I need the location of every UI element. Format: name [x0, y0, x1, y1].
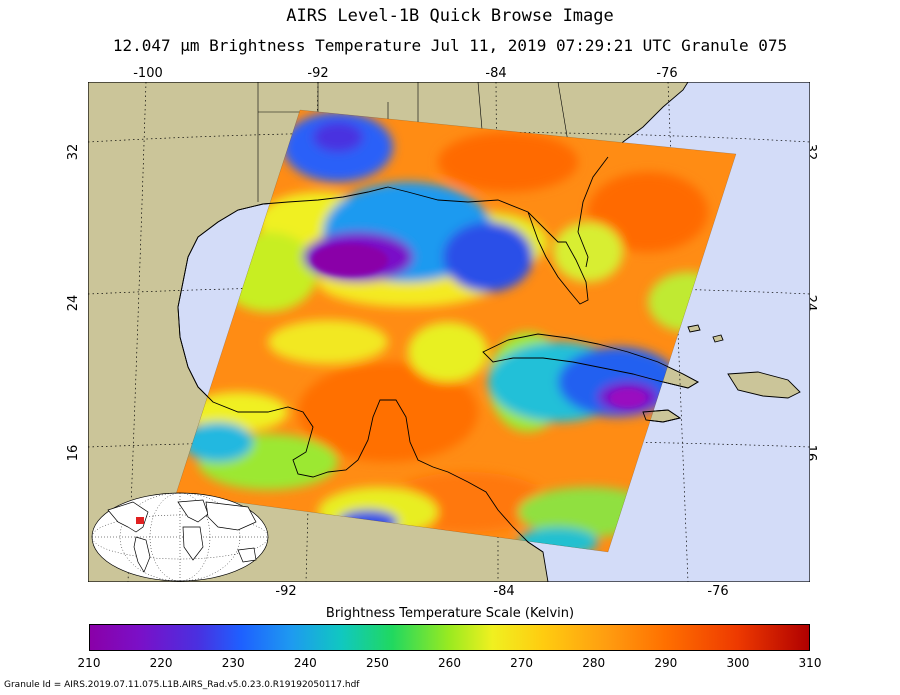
lon-tick-top: -92	[307, 66, 329, 81]
lon-tick-top: -100	[133, 66, 163, 81]
colorbar-label: 310	[798, 656, 822, 670]
colorbar-label: 240	[293, 656, 317, 670]
brightness-temperature-map	[88, 82, 810, 582]
colorbar-label: 270	[510, 656, 534, 670]
coastlines	[177, 156, 699, 553]
locator-globe	[91, 492, 269, 582]
lon-tick-bottom: -92	[275, 584, 297, 599]
colorbar-label: 300	[726, 656, 750, 670]
lon-tick-top: -76	[656, 66, 678, 81]
lon-tick-bottom: -76	[707, 584, 729, 599]
colorbar-label: 290	[654, 656, 678, 670]
lon-tick-bottom: -84	[493, 584, 515, 599]
map-title: AIRS Level-1B Quick Browse Image	[286, 6, 614, 26]
lat-tick-left: 32	[66, 143, 81, 161]
colorbar-title: Brightness Temperature Scale (Kelvin)	[325, 606, 575, 621]
colorbar-label: 280	[582, 656, 606, 670]
granule-id: Granule Id = AIRS.2019.07.11.075.L1B.AIR…	[4, 680, 360, 690]
swath-location-marker	[136, 517, 144, 524]
lat-tick-left: 24	[66, 294, 81, 312]
colorbar-label: 220	[149, 656, 173, 670]
map-subtitle: 12.047 μm Brightness Temperature Jul 11,…	[112, 36, 788, 55]
colorbar-label: 230	[221, 656, 245, 670]
colorbar-label: 250	[365, 656, 389, 670]
colorbar-label: 210	[77, 656, 101, 670]
lat-tick-left: 16	[66, 444, 81, 462]
lon-tick-top: -84	[485, 66, 507, 81]
colorbar-label: 260	[438, 656, 461, 670]
colorbar	[89, 624, 810, 651]
